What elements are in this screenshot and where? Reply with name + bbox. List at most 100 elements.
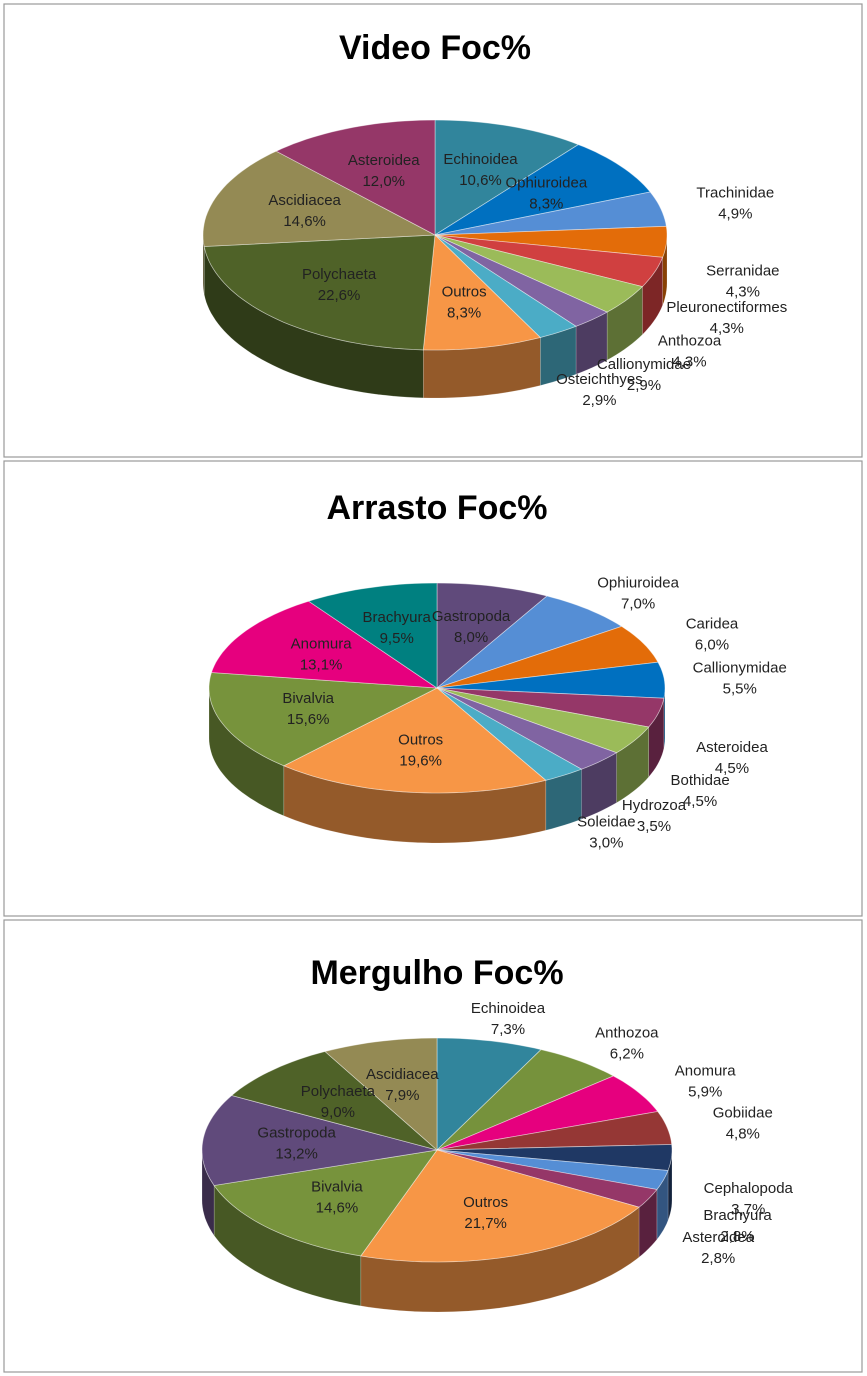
slice-value-label: 4,3% bbox=[726, 284, 760, 301]
slice bbox=[436, 1144, 673, 1171]
slice-label: Asteroidea bbox=[696, 739, 768, 756]
slice-label: Anomura bbox=[675, 1062, 737, 1079]
slice-value-label: 5,5% bbox=[723, 680, 757, 697]
slice bbox=[436, 687, 665, 728]
slice bbox=[436, 687, 650, 754]
slice bbox=[434, 144, 651, 236]
slice-value-label: 4,3% bbox=[710, 320, 744, 337]
slice-label: Ophiuroidea bbox=[597, 575, 679, 592]
slice-value-label: 6,2% bbox=[610, 1045, 644, 1062]
slice-label: Echinoidea bbox=[443, 151, 518, 168]
slice bbox=[434, 191, 667, 236]
slice-value-label: 4,3% bbox=[672, 353, 706, 370]
slice-label: Anthozoa bbox=[658, 332, 722, 349]
slice-value-label: 4,5% bbox=[715, 760, 749, 777]
slice-value-label: 8,3% bbox=[447, 304, 481, 321]
slice bbox=[213, 1149, 438, 1257]
slice-label: Outros bbox=[398, 732, 443, 749]
slice bbox=[422, 234, 542, 351]
pie-sides bbox=[201, 1149, 673, 1313]
slice bbox=[436, 1149, 658, 1208]
slice-label: Osteichthyes bbox=[556, 371, 643, 388]
slice-label: Outros bbox=[442, 283, 487, 300]
slice-value-label: 7,0% bbox=[621, 596, 655, 613]
slice-value-label: 4,5% bbox=[683, 793, 717, 810]
slice bbox=[434, 234, 609, 327]
chart-title: Arrasto Foc% bbox=[326, 489, 547, 527]
slice-value-label: 9,0% bbox=[321, 1104, 355, 1121]
slice-label: Asteroidea bbox=[682, 1229, 754, 1246]
slice-label: Pleuronectiformes bbox=[666, 299, 787, 316]
slice bbox=[434, 234, 664, 288]
slice-value-label: 22,6% bbox=[318, 287, 361, 304]
slice-value-label: 6,0% bbox=[695, 637, 729, 654]
slice-value-label: 2,8% bbox=[701, 1250, 735, 1267]
slice bbox=[282, 687, 547, 794]
slice-value-label: 7,9% bbox=[385, 1087, 419, 1104]
pie-chart: Video Foc% Echinoidea 10,6% Ophiuroidea 8,3%… bbox=[3, 3, 863, 458]
slice-value-label: 3,0% bbox=[589, 835, 623, 852]
slice-label: Polychaeta bbox=[301, 1083, 376, 1100]
slice-value-label: 12,0% bbox=[362, 173, 405, 190]
slice bbox=[434, 119, 580, 236]
slice-value-label: 4,9% bbox=[718, 206, 752, 223]
slice bbox=[436, 582, 548, 689]
slice-value-label: 13,2% bbox=[275, 1146, 318, 1163]
slice bbox=[360, 1149, 640, 1263]
slice-value-label: 4,8% bbox=[726, 1125, 760, 1142]
slice-label: Brachyura bbox=[363, 609, 432, 626]
slice bbox=[201, 1095, 438, 1186]
slice-value-label: 7,3% bbox=[491, 1021, 525, 1038]
slice-value-label: 9,5% bbox=[380, 630, 414, 647]
slice-label: Caridea bbox=[686, 616, 739, 633]
slice-value-label: 3,7% bbox=[731, 1201, 765, 1218]
slice bbox=[203, 234, 436, 351]
slice bbox=[275, 119, 436, 236]
slice bbox=[436, 595, 623, 689]
slice bbox=[202, 150, 437, 247]
slice bbox=[436, 1111, 673, 1151]
slice bbox=[208, 672, 439, 767]
slice-value-label: 5,9% bbox=[688, 1083, 722, 1100]
slice-label: Callionymidae bbox=[693, 659, 787, 676]
chart-title: Mergulho Foc% bbox=[310, 954, 563, 992]
slice-label: Polychaeta bbox=[302, 266, 377, 283]
slice-value-label: 10,6% bbox=[459, 172, 502, 189]
slice bbox=[307, 582, 438, 689]
slice-value-label: 8,3% bbox=[529, 196, 563, 213]
slice-label: Gastropoda bbox=[257, 1125, 336, 1142]
slice-label: Bothidae bbox=[670, 772, 729, 789]
slice bbox=[436, 1149, 669, 1190]
slice-value-label: 3,5% bbox=[637, 818, 671, 835]
slice-label: Ophiuroidea bbox=[505, 175, 587, 192]
slice-label: Serranidae bbox=[706, 263, 779, 280]
slice bbox=[324, 1037, 438, 1151]
slice-value-label: 19,6% bbox=[399, 753, 442, 770]
slice-label: Anthozoa bbox=[595, 1024, 659, 1041]
slice bbox=[436, 661, 666, 699]
slice-label: Brachyura bbox=[703, 1207, 772, 1224]
slice-value-label: 2,9% bbox=[627, 377, 661, 394]
slice-value-label: 14,6% bbox=[316, 1199, 359, 1216]
slice-value-label: 2,9% bbox=[582, 392, 616, 409]
slice-label: Gobiidae bbox=[713, 1104, 773, 1121]
slice bbox=[436, 1049, 615, 1151]
slice bbox=[210, 600, 439, 689]
slice-label: Anomura bbox=[291, 635, 353, 652]
slice-value-label: 14,6% bbox=[283, 213, 326, 230]
slice bbox=[436, 1037, 542, 1151]
slice-value-label: 8,0% bbox=[454, 629, 488, 646]
slice-label: Ascidiacea bbox=[268, 192, 341, 209]
slice bbox=[436, 625, 659, 689]
slice-label: Soleidae bbox=[577, 814, 635, 831]
slice-value-label: 21,7% bbox=[464, 1215, 507, 1232]
slice-label: Bivalvia bbox=[282, 690, 334, 707]
slice bbox=[434, 234, 577, 338]
slice-label: Callionymidae bbox=[597, 356, 691, 373]
chart-title: Video Foc% bbox=[339, 29, 531, 67]
slice-label: Gastropoda bbox=[432, 608, 511, 625]
slice bbox=[434, 225, 668, 258]
slice-label: Cephalopoda bbox=[704, 1180, 794, 1197]
slice bbox=[230, 1051, 438, 1151]
